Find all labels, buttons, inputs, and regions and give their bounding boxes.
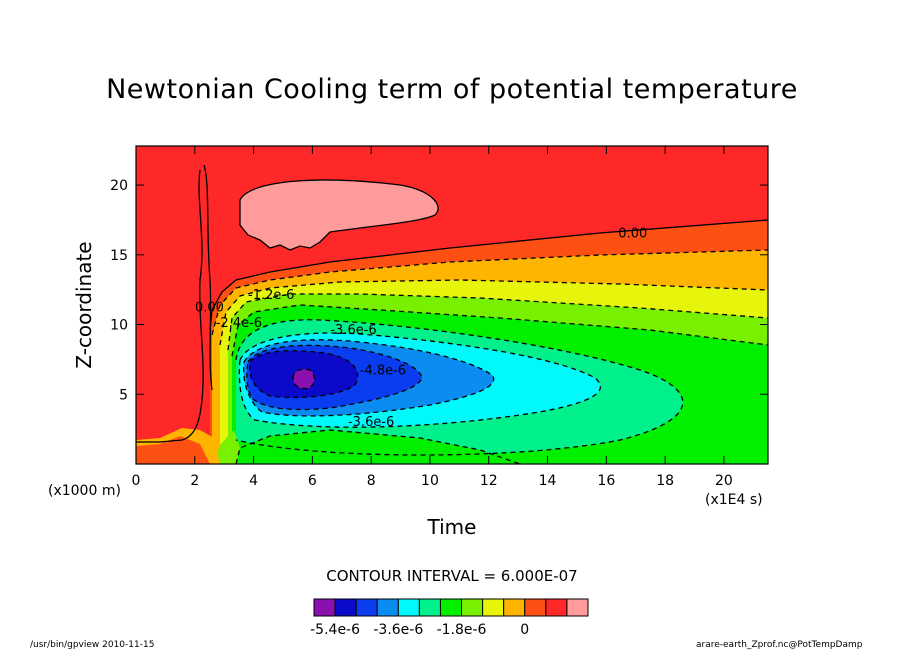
zero-contour <box>209 219 768 331</box>
fill-lower-orangered <box>136 436 210 464</box>
x-axis-label: Time <box>427 515 477 539</box>
colorbar-swatch <box>418 598 441 617</box>
y-tick-label: 15 <box>110 248 128 264</box>
fill-lower-green <box>236 430 520 464</box>
colorbar-swatch <box>461 598 484 617</box>
contour-labels: 0.00 -1.2e-6 -2.4e-6 -3.6e-6 -4.8e-6 -3.6e-6 0… <box>195 227 647 430</box>
colorbar-swatch <box>482 598 505 617</box>
colorbar-swatch <box>503 598 526 617</box>
y-axis-unit: (x1000 m) <box>48 483 121 499</box>
y-tick-label: 20 <box>110 178 128 194</box>
colorbar-swatch <box>439 598 463 617</box>
colorbar-swatch <box>334 598 357 617</box>
colorbar-swatch <box>313 598 336 617</box>
fill-purple <box>293 369 315 389</box>
contour-label: -1.2e-6 <box>248 288 294 303</box>
axes: 0 2 4 6 8 10 12 14 16 18 20 5 10 15 20 <box>110 146 768 489</box>
contour-label: 0.00 <box>618 227 647 242</box>
x-tick-label: 18 <box>656 473 674 489</box>
chart-title: Newtonian Cooling term of potential temp… <box>106 74 798 105</box>
x-tick-label: 10 <box>421 473 439 489</box>
plot-frame <box>135 145 769 465</box>
colorbar-label: -1.8e-6 <box>437 622 487 638</box>
footer-left-text: /usr/bin/gpview 2010-11-15 <box>30 640 155 650</box>
x-tick-label: 14 <box>539 473 557 489</box>
contour-label: -4.8e-6 <box>360 363 406 378</box>
x-tick-label: 20 <box>715 473 733 489</box>
colorbar-swatch <box>566 598 589 617</box>
x-tick-label: 0 <box>132 473 141 489</box>
x-tick-label: 6 <box>308 473 317 489</box>
contour-lines <box>136 164 768 464</box>
contour-label: 0.00 <box>195 301 224 316</box>
x-tick-label: 12 <box>480 473 498 489</box>
zero-contour-vertical <box>136 169 204 443</box>
contour-label: -3.6e-6 <box>330 323 376 338</box>
x-axis-unit: (x1E4 s) <box>705 492 763 508</box>
fill-lower-lime <box>214 430 240 464</box>
contour-fills <box>136 146 768 464</box>
footer-right-text: arare-earth_Zprof.nc@PotTempDamp <box>696 640 863 650</box>
colorbar-swatch <box>376 598 399 617</box>
contour-interval-text: CONTOUR INTERVAL = 6.000E-07 <box>326 567 578 585</box>
colorbar-swatch <box>355 598 378 617</box>
colorbar-label: 0 <box>520 622 529 638</box>
x-tick-label: 8 <box>367 473 376 489</box>
colorbar: -5.4e-6 -3.6e-6 -1.8e-6 0 <box>310 598 589 638</box>
contour-label: -2.4e-6 <box>216 316 262 331</box>
colorbar-label: -5.4e-6 <box>310 622 360 638</box>
colorbar-swatch <box>524 598 547 617</box>
lightpink-outline <box>239 179 439 251</box>
y-axis-label: Z-coordinate <box>72 241 96 369</box>
negative-contours <box>211 249 768 464</box>
colorbar-swatch <box>545 598 568 617</box>
y-tick-label: 5 <box>119 387 128 403</box>
x-tick-label: 4 <box>249 473 258 489</box>
colorbar-label: -3.6e-6 <box>373 622 423 638</box>
colorbar-swatch <box>397 598 420 617</box>
x-tick-label: 2 <box>190 473 199 489</box>
contour-label: -3.6e-6 <box>348 415 394 430</box>
y-tick-label: 10 <box>110 318 128 334</box>
zero-contour-left-bubble <box>203 164 213 391</box>
x-tick-label: 16 <box>597 473 615 489</box>
fill-lightpink <box>240 180 439 250</box>
